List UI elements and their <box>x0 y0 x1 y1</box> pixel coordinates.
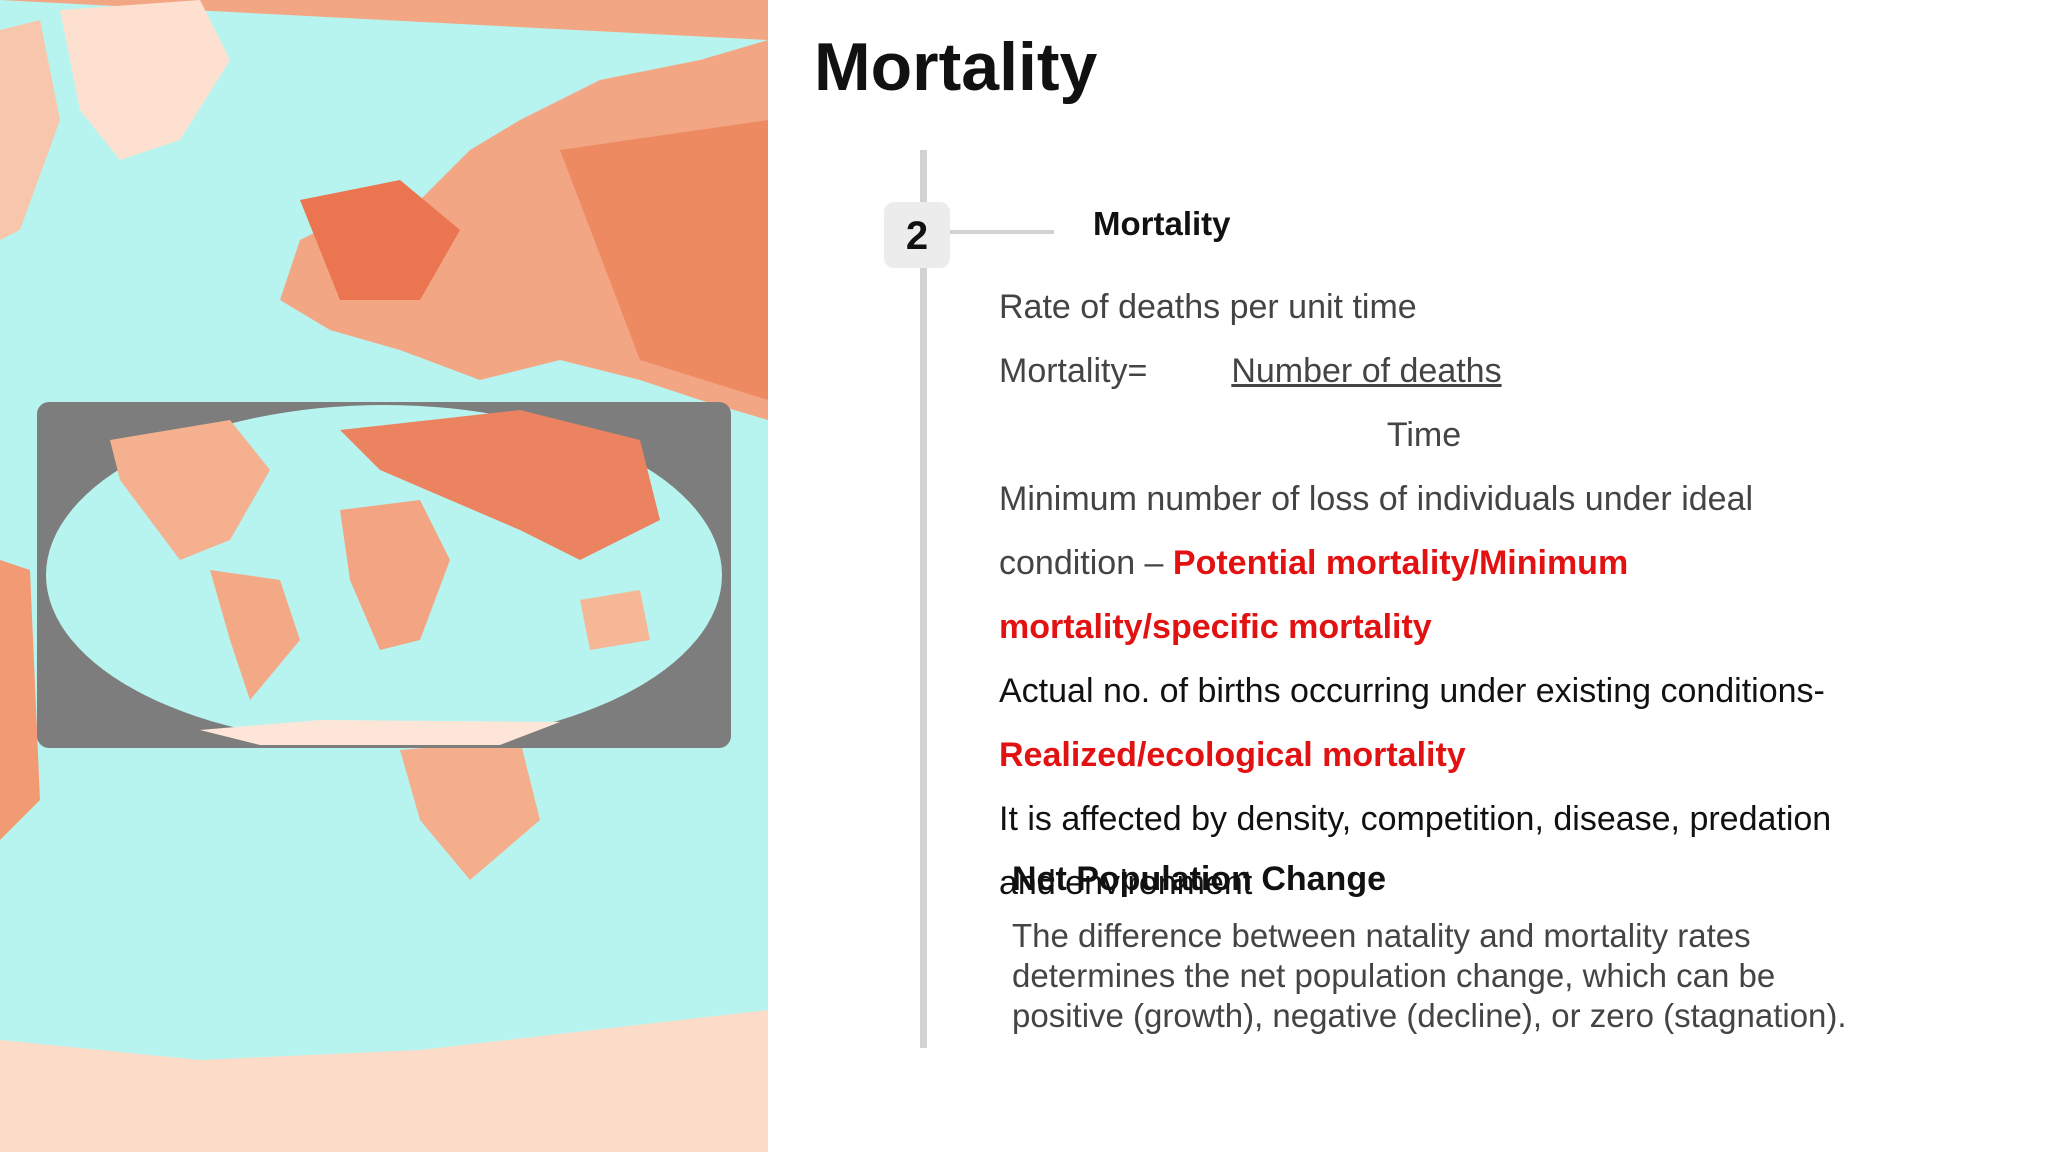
text-segment: Time <box>1386 416 1462 454</box>
body-line: Realized/ecological mortality <box>999 731 1979 795</box>
text-segment: and environment <box>999 864 1253 902</box>
step-heading: Mortality <box>1093 205 1231 242</box>
paragraph-line: determines the net population change, wh… <box>1012 957 1776 994</box>
timeline-bar <box>920 150 927 1048</box>
body-line: Rate of deaths per unit time <box>999 283 1979 347</box>
paragraph-line: The difference between natality and mort… <box>1012 917 1751 954</box>
connector <box>950 230 1054 234</box>
text-segment: Actual no. of births occurring under exi… <box>999 672 1825 710</box>
text-segment: Number of deaths <box>1231 352 1502 390</box>
net-change-heading: Net Population Change <box>1012 860 1386 898</box>
slide-title: Mortality <box>814 29 1098 105</box>
text-segment: Rate of deaths per unit time <box>999 288 1417 326</box>
text-segment: It is affected by density, competition, … <box>999 800 1832 838</box>
body-line: It is affected by density, competition, … <box>999 795 1979 859</box>
highlight-text: Potential mortality/Minimum <box>1172 544 1629 582</box>
body-line: Actual no. of births occurring under exi… <box>999 667 1979 731</box>
body-line: mortality/specific mortality <box>999 603 1979 667</box>
text-segment: Minimum number of loss of individuals un… <box>999 480 1754 518</box>
body-line: condition – Potential mortality/Minimum <box>999 539 1979 603</box>
highlight-text: mortality/specific mortality <box>999 608 1432 646</box>
net-change-text: The difference between natality and mort… <box>1012 916 1847 1036</box>
body-line: Mortality= Number of deaths <box>999 347 1979 411</box>
body-line: Minimum number of loss of individuals un… <box>999 475 1979 539</box>
text-segment: condition – <box>999 544 1173 582</box>
body-line: Time <box>999 411 1849 475</box>
highlight-text: Realized/ecological mortality <box>999 736 1466 774</box>
paragraph-line: positive (growth), negative (decline), o… <box>1012 997 1847 1034</box>
map-image <box>0 0 768 1152</box>
step-body: Rate of deaths per unit time Mortality= Nu… <box>999 283 1979 923</box>
body-line: and environment <box>999 859 1979 923</box>
step-number: 2 <box>884 202 950 268</box>
text-segment: Mortality= <box>999 352 1148 390</box>
